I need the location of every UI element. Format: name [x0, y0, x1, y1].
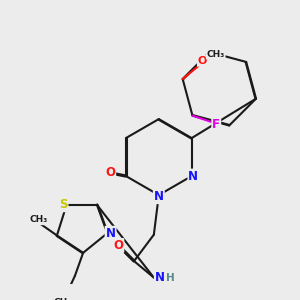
Text: S: S	[59, 198, 68, 211]
Text: H: H	[166, 273, 175, 283]
Text: O: O	[113, 239, 123, 252]
Text: O: O	[105, 167, 115, 179]
Text: N: N	[154, 190, 164, 203]
Text: N: N	[188, 169, 198, 182]
Text: F: F	[212, 118, 220, 131]
Text: CH₃: CH₃	[53, 298, 71, 300]
Text: N: N	[106, 227, 116, 240]
Text: O: O	[198, 56, 207, 66]
Text: CH₃: CH₃	[30, 215, 48, 224]
Text: CH₃: CH₃	[207, 50, 225, 59]
Text: N: N	[155, 271, 165, 284]
